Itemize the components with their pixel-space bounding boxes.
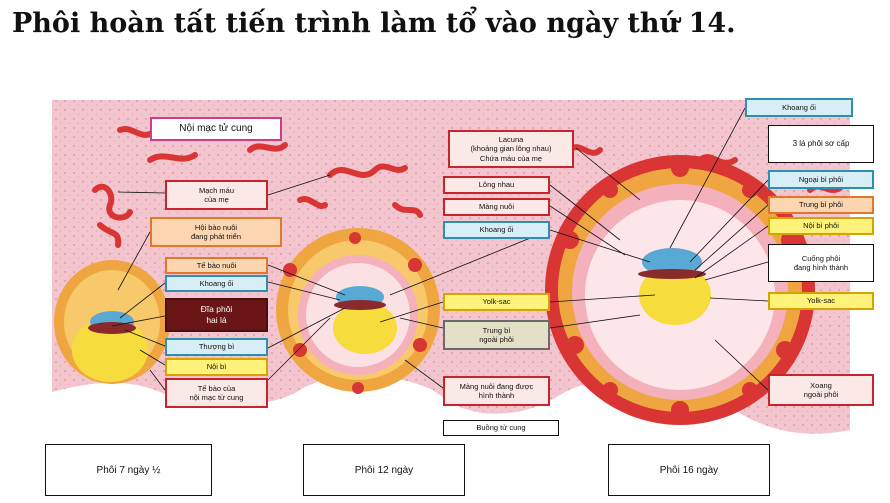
label-extraembryonic-mesoderm: Trung bì ngoài phôi — [443, 320, 550, 350]
label-endoderm: Nội bì phôi — [768, 217, 874, 235]
label-endometrial-cells: Tế bào của nội mạc tử cung — [165, 378, 268, 408]
embryo-day16 — [545, 155, 815, 425]
label-hypoblast: Nội bì — [165, 358, 268, 376]
label-epiblast: Thượng bì — [165, 338, 268, 356]
caption-day7: Phôi 7 ngày ½ — [45, 444, 212, 496]
page-title: Phôi hoàn tất tiến trình làm tổ vào ngày… — [12, 8, 736, 39]
label-uterine-cavity: Buồng tử cung — [443, 420, 559, 436]
leader-lines — [111, 107, 769, 391]
label-forming-chorion: Màng nuôi đang được hình thành — [443, 376, 550, 406]
embryo-day12 — [276, 228, 440, 394]
label-maternal-vessel: Mạch máu của mẹ — [165, 180, 268, 210]
label-villi: Lông nhau — [443, 176, 550, 194]
label-lacuna: Lacuna (khoảng gian lông nhau) Chứa máu … — [448, 130, 574, 168]
label-connecting-stalk: Cuống phôi đang hình thành — [768, 244, 874, 282]
label-three-germ-layers: 3 lá phôi sơ cấp — [768, 125, 874, 163]
caption-day16: Phôi 16 ngày — [608, 444, 770, 496]
label-amniotic-cavity-3: Khoang ối — [745, 98, 853, 117]
embryo-day7 — [54, 260, 170, 384]
label-chorion: Màng nuôi — [443, 198, 550, 216]
label-cytotrophoblast: Tế bào nuôi — [165, 257, 268, 274]
label-endometrium: Nội mạc tử cung — [150, 117, 282, 141]
label-amniotic-cavity-1: Khoang ối — [165, 275, 268, 292]
label-bilaminar-disc: Đĩa phôi hai lá — [165, 298, 268, 332]
label-ectoderm: Ngoại bì phôi — [768, 170, 874, 189]
label-syncytiotrophoblast: Hội bào nuôi đang phát triển — [150, 217, 282, 247]
label-yolk-sac-2: Yolk-sac — [768, 292, 874, 310]
caption-day12: Phôi 12 ngày — [303, 444, 465, 496]
label-yolk-sac-1: Yolk-sac — [443, 293, 550, 311]
label-mesoderm: Trung bì phôi — [768, 196, 874, 214]
label-amniotic-cavity-2: Khoang ối — [443, 221, 550, 239]
label-chorionic-cavity: Xoang ngoài phôi — [768, 374, 874, 406]
